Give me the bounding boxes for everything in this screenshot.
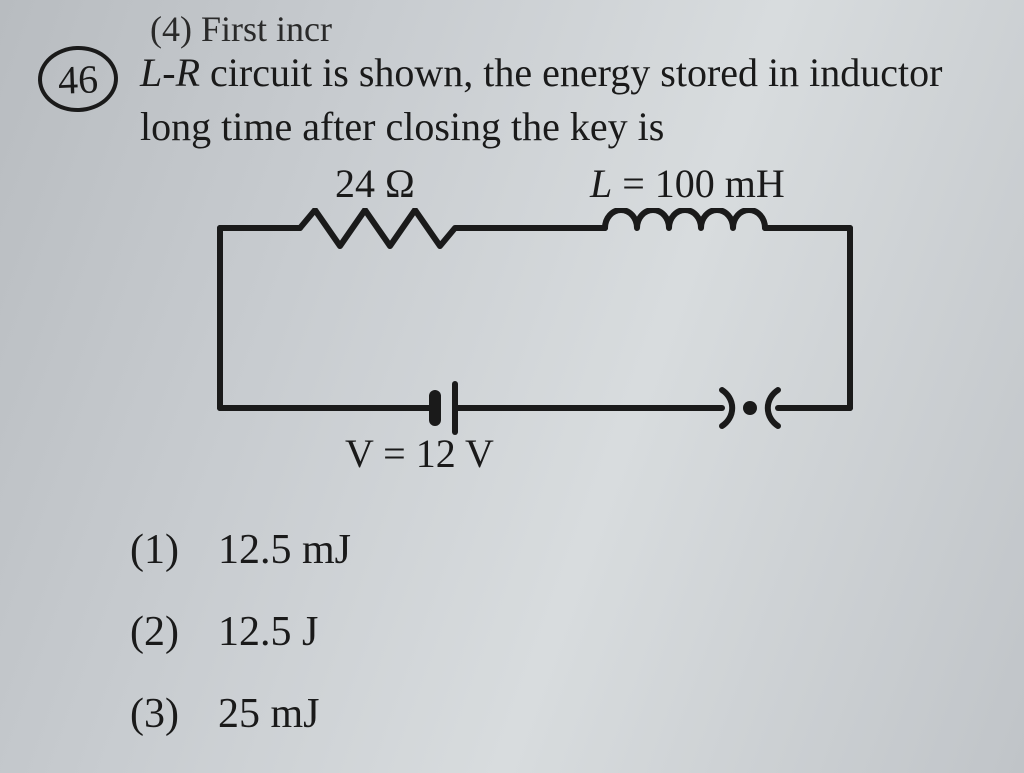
option-2-value: 12.5 J bbox=[218, 592, 318, 674]
resistor-label: 24 Ω bbox=[335, 160, 415, 207]
question-line1: circuit is shown, the energy stored in i… bbox=[200, 50, 942, 95]
option-1: (1) 12.5 mJ bbox=[130, 510, 351, 592]
option-1-number: (1) bbox=[130, 510, 200, 592]
option-3-number: (3) bbox=[130, 674, 200, 756]
question-number-circle: 46 bbox=[37, 45, 119, 114]
option-2-number: (2) bbox=[130, 592, 200, 674]
inductor-value: = 100 mH bbox=[612, 161, 785, 206]
option-3: (3) 25 mJ bbox=[130, 674, 351, 756]
option-3-value: 25 mJ bbox=[218, 674, 320, 756]
answer-options: (1) 12.5 mJ (2) 12.5 J (3) 25 mJ bbox=[130, 510, 351, 756]
option-2: (2) 12.5 J bbox=[130, 592, 351, 674]
inductor-var: L bbox=[590, 161, 612, 206]
voltage-label: V = 12 V bbox=[345, 430, 494, 477]
page: (4) First incr 46 L-R circuit is shown, … bbox=[0, 0, 1024, 773]
option-1-value: 12.5 mJ bbox=[218, 510, 351, 592]
circuit-diagram: 24 Ω L = 100 mH bbox=[190, 160, 890, 480]
question-line2: long time after closing the key is bbox=[140, 104, 664, 149]
circuit-svg bbox=[190, 208, 890, 438]
question-term: L-R bbox=[140, 50, 200, 95]
question-number: 46 bbox=[57, 55, 99, 103]
question-text: L-R circuit is shown, the energy stored … bbox=[140, 46, 1014, 154]
previous-option-fragment: (4) First incr bbox=[150, 8, 332, 50]
inductor-label: L = 100 mH bbox=[590, 160, 785, 207]
